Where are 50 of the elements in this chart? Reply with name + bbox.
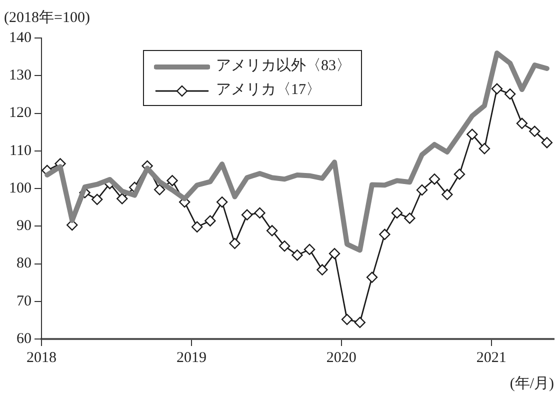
- y-tick-label: 60: [16, 330, 32, 347]
- point: [229, 238, 240, 250]
- y-tick-label: 130: [9, 68, 32, 84]
- legend-label: アメリカ〈17〉: [216, 82, 321, 98]
- point: [454, 168, 466, 180]
- x-axis-title: (年/月): [510, 375, 554, 393]
- point: [504, 88, 516, 100]
- point: [404, 212, 416, 224]
- point: [341, 314, 353, 326]
- y-tick-label: 80: [16, 256, 32, 272]
- x-tick-label: 2020: [326, 350, 356, 366]
- point: [354, 316, 366, 328]
- point: [278, 240, 290, 252]
- y-tick-label: 90: [16, 218, 32, 234]
- x-tick-label: 2021: [476, 350, 506, 366]
- point: [154, 184, 166, 196]
- x-tick-label: 2019: [176, 350, 206, 366]
- y-tick-label: 140: [9, 30, 32, 46]
- point: [266, 225, 278, 236]
- y-axis-title: (2018年=100): [4, 9, 90, 27]
- legend-label: アメリカ以外〈83〉: [216, 58, 351, 74]
- point: [92, 194, 103, 206]
- point: [541, 137, 553, 148]
- point: [516, 118, 528, 130]
- point: [366, 272, 378, 283]
- y-tick-label: 120: [9, 105, 32, 122]
- point: [478, 143, 490, 154]
- point: [241, 209, 253, 220]
- point: [529, 126, 540, 137]
- point: [391, 207, 403, 219]
- point: [379, 228, 390, 240]
- point: [491, 83, 503, 94]
- point: [204, 215, 216, 226]
- point: [428, 173, 440, 185]
- point: [442, 188, 453, 200]
- point: [466, 128, 478, 140]
- y-tick-label: 100: [9, 180, 32, 196]
- point: [328, 248, 340, 260]
- point: [166, 175, 178, 186]
- point: [254, 207, 266, 219]
- y-tick-label: 110: [10, 142, 32, 159]
- point: [292, 249, 303, 261]
- x-tick-label: 2018: [26, 350, 56, 366]
- point: [191, 221, 203, 232]
- point: [304, 244, 316, 256]
- point: [416, 184, 428, 196]
- y-tick-label: 70: [16, 293, 32, 310]
- point: [216, 196, 228, 208]
- point: [116, 193, 128, 204]
- point: [316, 264, 328, 276]
